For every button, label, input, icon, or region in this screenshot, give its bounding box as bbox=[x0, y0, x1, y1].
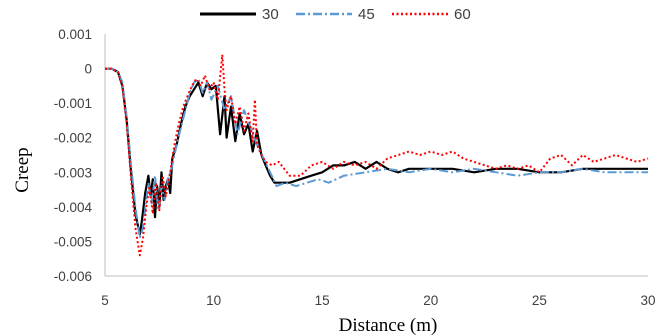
y-axis-title: Creep bbox=[12, 147, 33, 192]
x-axis-title: Distance (m) bbox=[339, 315, 438, 335]
x-tick-label: 5 bbox=[101, 293, 109, 308]
y-tick-label: 0.001 bbox=[58, 27, 92, 42]
series-line-30 bbox=[105, 67, 648, 236]
x-tick-label: 30 bbox=[640, 293, 655, 308]
series-lines bbox=[105, 53, 649, 257]
legend-label-45: 45 bbox=[358, 6, 375, 23]
series-line-45 bbox=[105, 67, 648, 239]
y-tick-label: -0.002 bbox=[54, 131, 92, 146]
x-tick-label: 10 bbox=[206, 293, 221, 308]
y-tick-label: -0.003 bbox=[54, 165, 92, 180]
y-tick-label: 0 bbox=[84, 62, 92, 77]
series-line-60 bbox=[105, 53, 649, 257]
legend: 30 45 60 bbox=[200, 6, 471, 23]
x-axis-tick-labels: 5 10 15 20 25 30 bbox=[101, 293, 655, 308]
legend-label-30: 30 bbox=[262, 6, 279, 23]
y-tick-label: -0.001 bbox=[54, 96, 92, 111]
legend-label-60: 60 bbox=[454, 6, 471, 23]
x-tick-label: 15 bbox=[315, 293, 330, 308]
x-tick-label: 20 bbox=[423, 293, 438, 308]
y-axis-tick-labels: 0.001 0 -0.001 -0.002 -0.003 -0.004 -0.005 -0.0… bbox=[54, 27, 93, 284]
y-tick-label: -0.004 bbox=[54, 200, 93, 215]
y-tick-label: -0.005 bbox=[54, 234, 92, 249]
x-tick-label: 25 bbox=[532, 293, 547, 308]
y-tick-label: -0.006 bbox=[54, 269, 92, 284]
